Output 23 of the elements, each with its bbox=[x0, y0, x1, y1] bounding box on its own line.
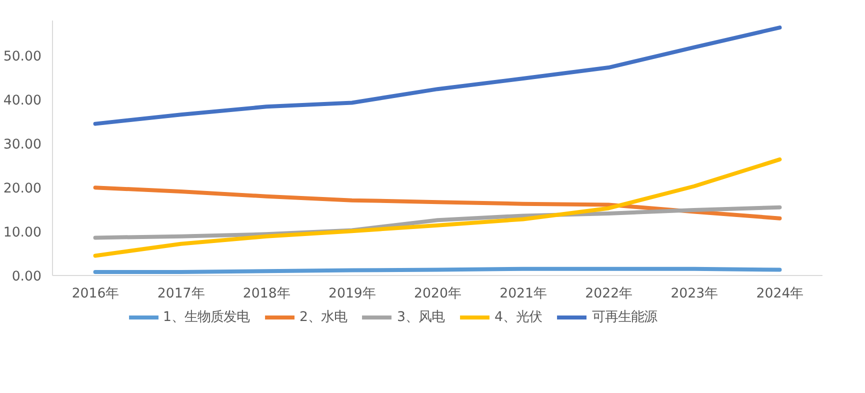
y-tick-label: 20.00 bbox=[3, 182, 42, 197]
legend-label: 3、风电 bbox=[397, 308, 444, 326]
x-tick-label: 2023年 bbox=[670, 286, 718, 302]
x-tick-label: 2020年 bbox=[414, 286, 461, 302]
x-tick-label: 2024年 bbox=[756, 286, 804, 302]
y-tick-label: 40.00 bbox=[3, 94, 42, 109]
line-series bbox=[93, 186, 782, 220]
y-tick-label: 0.00 bbox=[12, 270, 42, 284]
x-tick-label: 2018年 bbox=[242, 286, 290, 302]
x-tick-label: 2021年 bbox=[500, 286, 547, 302]
y-tick-label: 30.00 bbox=[3, 138, 42, 153]
x-tick-label: 2017年 bbox=[157, 286, 204, 302]
y-tick-label: 10.00 bbox=[3, 226, 42, 241]
legend-label: 2、水电 bbox=[300, 308, 347, 326]
x-tick-label: 2019年 bbox=[328, 286, 376, 302]
y-tick-label: 50.00 bbox=[3, 50, 42, 65]
legend-label: 1、生物质发电 bbox=[163, 308, 250, 326]
line-series bbox=[93, 26, 782, 126]
x-tick-label: 2016年 bbox=[72, 286, 119, 302]
line-series bbox=[93, 157, 782, 258]
x-tick-label: 2022年 bbox=[585, 286, 632, 302]
legend-label: 可再生能源 bbox=[592, 308, 657, 326]
legend-label: 4、光伏 bbox=[494, 309, 542, 326]
